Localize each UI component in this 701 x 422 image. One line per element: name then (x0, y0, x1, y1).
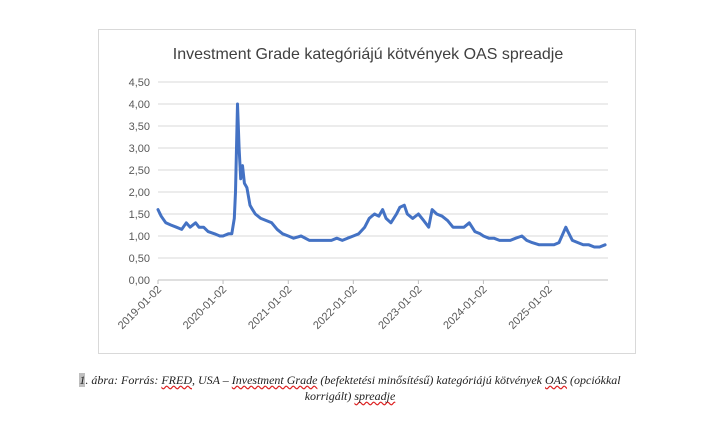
x-tick-label: 2021-01-02 (246, 284, 294, 332)
caption-line2-a: korrigált) (304, 389, 355, 403)
y-tick-label: 0,50 (129, 253, 150, 265)
y-axis-ticks: 0,00 0,50 1,00 1,50 2,00 2,50 3,00 3,50 4,00 4,50 (129, 77, 150, 287)
caption-text-4: (opciókkal (567, 373, 621, 387)
x-tick-label: 2020-01-02 (181, 284, 229, 332)
y-tick-label: 1,50 (129, 209, 150, 221)
y-tick-label: 4,50 (129, 77, 150, 89)
y-tick-label: 4,00 (129, 99, 150, 111)
caption-number: 1 (79, 373, 86, 387)
caption-line2-b: spreadje (354, 389, 396, 403)
series-line (156, 102, 607, 249)
y-tick-label: 3,00 (129, 143, 150, 155)
x-tick-label: 2019-01-02 (116, 284, 164, 332)
x-tick-label: 2025-01-02 (506, 284, 554, 332)
x-tick-label: 2023-01-02 (376, 284, 424, 332)
x-axis-ticks: 2019-01-02 2020-01-02 2021-01-02 2022-01-02… (116, 280, 555, 332)
gridlines (158, 81, 608, 281)
caption-text-1: . ábra: Forrás: (85, 373, 162, 387)
y-tick-label: 1,00 (129, 231, 150, 243)
caption-text-2: , USA – (192, 373, 232, 387)
caption-oas: OAS (545, 373, 567, 387)
x-tick-label: 2024-01-02 (441, 284, 489, 332)
caption-source: FRED (161, 373, 192, 387)
chart-title: Investment Grade kategóriájú kötvények O… (173, 46, 564, 63)
y-tick-label: 2,00 (129, 187, 150, 199)
caption-investment-grade: Investment Grade (231, 373, 318, 387)
y-tick-label: 2,50 (129, 165, 150, 177)
figure-caption: 1. ábra: Forrás: FRED, USA – Investment … (40, 372, 660, 404)
y-tick-label: 0,00 (129, 275, 150, 287)
x-tick-label: 2022-01-02 (311, 284, 359, 332)
caption-text-3: (befektetési minősítésű) kategóriájú köt… (317, 373, 545, 387)
y-tick-label: 3,50 (129, 121, 150, 133)
